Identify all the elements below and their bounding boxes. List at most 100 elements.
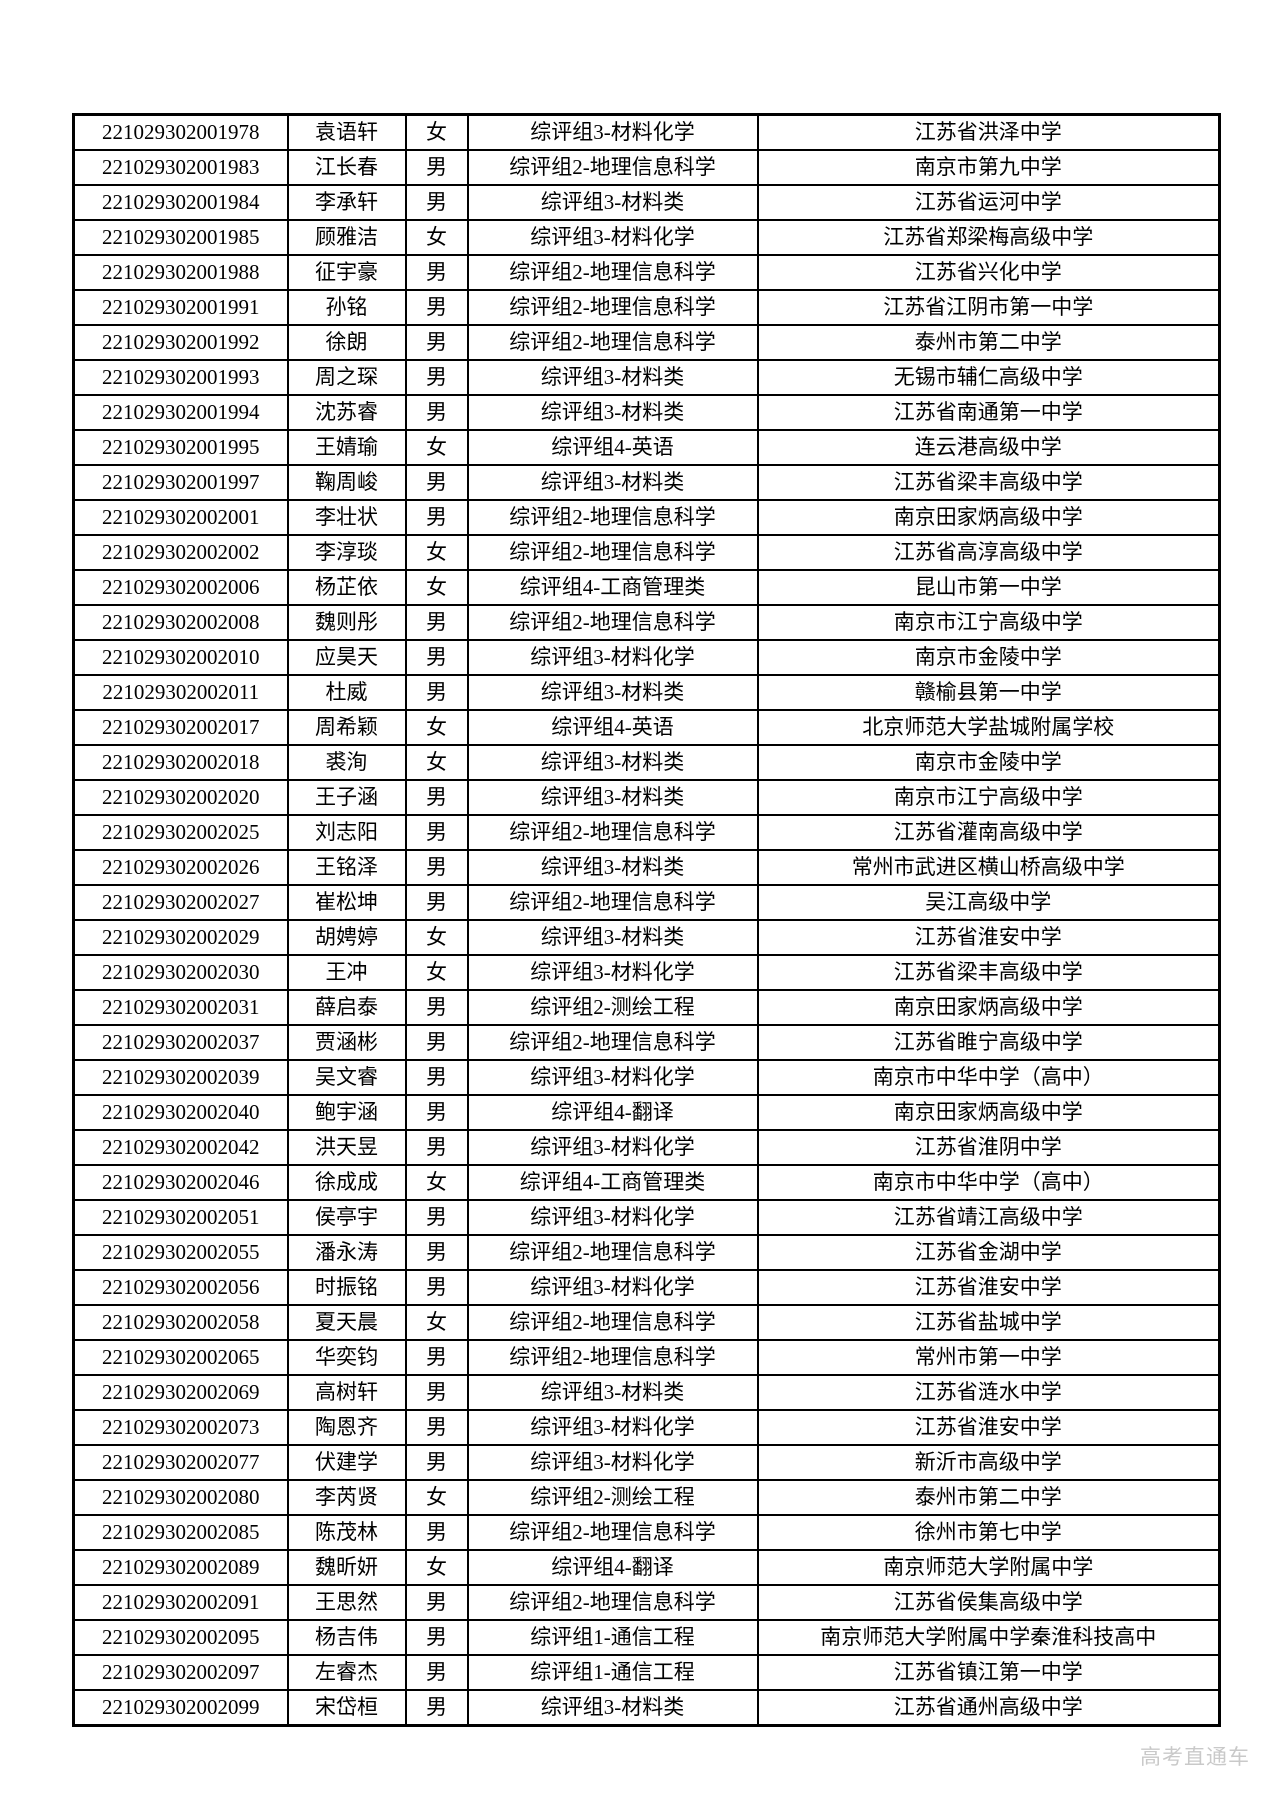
cell-name: 沈苏睿 xyxy=(286,394,407,431)
cell-gender: 女 xyxy=(404,1479,469,1516)
cell-gender: 男 xyxy=(404,1654,469,1691)
cell-name: 魏则彤 xyxy=(286,604,407,641)
cell-name: 魏昕妍 xyxy=(286,1549,407,1586)
cell-candidate-id: 221029302002069 xyxy=(72,1374,289,1411)
table-row: 221029302001985 顾雅洁女综评组3-材料化学 江苏省郑梁梅高级中学 xyxy=(72,219,1221,256)
cell-gender: 女 xyxy=(404,534,469,571)
cell-eval-group-major: 综评组2-地理信息科学 xyxy=(466,1339,759,1376)
cell-gender: 男 xyxy=(404,499,469,536)
cell-candidate-id: 221029302001992 xyxy=(72,324,289,361)
cell-gender: 男 xyxy=(404,1584,469,1621)
cell-candidate-id: 221029302002031 xyxy=(72,989,289,1026)
cell-candidate-id: 221029302002002 xyxy=(72,534,289,571)
cell-name: 薛启泰 xyxy=(286,989,407,1026)
cell-eval-group-major: 综评组3-材料类 xyxy=(466,359,759,396)
cell-eval-group-major: 综评组4-翻译 xyxy=(466,1094,759,1131)
cell-candidate-id: 221029302002073 xyxy=(72,1409,289,1446)
table-row: 221029302002058 夏天晨女综评组2-地理信息科学 江苏省盐城中学 xyxy=(72,1304,1221,1341)
cell-gender: 女 xyxy=(404,569,469,606)
cell-school: 常州市武进区横山桥高级中学 xyxy=(756,849,1221,886)
cell-candidate-id: 221029302001983 xyxy=(72,149,289,186)
cell-eval-group-major: 综评组2-地理信息科学 xyxy=(466,149,759,186)
cell-candidate-id: 221029302001994 xyxy=(72,394,289,431)
cell-gender: 男 xyxy=(404,884,469,921)
cell-eval-group-major: 综评组3-材料化学 xyxy=(466,1444,759,1481)
cell-name: 夏天晨 xyxy=(286,1304,407,1341)
cell-gender: 女 xyxy=(404,1549,469,1586)
cell-eval-group-major: 综评组2-地理信息科学 xyxy=(466,1514,759,1551)
cell-candidate-id: 221029302002080 xyxy=(72,1479,289,1516)
cell-school: 江苏省梁丰高级中学 xyxy=(756,954,1221,991)
cell-eval-group-major: 综评组3-材料类 xyxy=(466,1689,759,1727)
cell-gender: 男 xyxy=(404,254,469,291)
cell-candidate-id: 221029302001997 xyxy=(72,464,289,501)
cell-candidate-id: 221029302002046 xyxy=(72,1164,289,1201)
cell-candidate-id: 221029302002017 xyxy=(72,709,289,746)
cell-candidate-id: 221029302001984 xyxy=(72,184,289,221)
cell-name: 李芮贤 xyxy=(286,1479,407,1516)
cell-school: 江苏省淮安中学 xyxy=(756,1269,1221,1306)
cell-name: 华奕钧 xyxy=(286,1339,407,1376)
table-row: 221029302002029 胡娉婷女综评组3-材料类 江苏省淮安中学 xyxy=(72,919,1221,956)
cell-gender: 男 xyxy=(404,604,469,641)
table-row: 221029302002080 李芮贤女综评组2-测绘工程 泰州市第二中学 xyxy=(72,1479,1221,1516)
cell-candidate-id: 221029302002020 xyxy=(72,779,289,816)
cell-school: 江苏省侯集高级中学 xyxy=(756,1584,1221,1621)
cell-name: 周之琛 xyxy=(286,359,407,396)
table-row: 221029302001978 袁语轩女综评组3-材料化学 江苏省洪泽中学 xyxy=(72,113,1221,151)
cell-school: 吴江高级中学 xyxy=(756,884,1221,921)
cell-name: 鞠周峻 xyxy=(286,464,407,501)
cell-school: 南京田家炳高级中学 xyxy=(756,499,1221,536)
cell-candidate-id: 221029302002001 xyxy=(72,499,289,536)
cell-candidate-id: 221029302002010 xyxy=(72,639,289,676)
cell-name: 孙铭 xyxy=(286,289,407,326)
table-row: 221029302001983 江长春男综评组2-地理信息科学 南京市第九中学 xyxy=(72,149,1221,186)
cell-gender: 男 xyxy=(404,1339,469,1376)
cell-candidate-id: 221029302001985 xyxy=(72,219,289,256)
table-row: 221029302002010 应昊天男综评组3-材料化学 南京市金陵中学 xyxy=(72,639,1221,676)
cell-eval-group-major: 综评组3-材料类 xyxy=(466,464,759,501)
cell-school: 泰州市第二中学 xyxy=(756,324,1221,361)
table-row: 221029302001994 沈苏睿男综评组3-材料类 江苏省南通第一中学 xyxy=(72,394,1221,431)
cell-name: 周希颖 xyxy=(286,709,407,746)
cell-school: 江苏省高淳高级中学 xyxy=(756,534,1221,571)
cell-candidate-id: 221029302002037 xyxy=(72,1024,289,1061)
cell-gender: 男 xyxy=(404,1199,469,1236)
cell-school: 徐州市第七中学 xyxy=(756,1514,1221,1551)
table-row: 221029302002006 杨芷依女综评组4-工商管理类 昆山市第一中学 xyxy=(72,569,1221,606)
cell-eval-group-major: 综评组2-地理信息科学 xyxy=(466,604,759,641)
table-row: 221029302002026 王铭泽男综评组3-材料类 常州市武进区横山桥高级中学 xyxy=(72,849,1221,886)
cell-name: 侯亭宇 xyxy=(286,1199,407,1236)
table-row: 221029302002020 王子涵男综评组3-材料类 南京市江宁高级中学 xyxy=(72,779,1221,816)
cell-candidate-id: 221029302002091 xyxy=(72,1584,289,1621)
cell-name: 顾雅洁 xyxy=(286,219,407,256)
table-row: 221029302002097 左睿杰男综评组1-通信工程 江苏省镇江第一中学 xyxy=(72,1654,1221,1691)
table-row: 221029302001992 徐朗男综评组2-地理信息科学 泰州市第二中学 xyxy=(72,324,1221,361)
cell-name: 鲍宇涵 xyxy=(286,1094,407,1131)
cell-eval-group-major: 综评组2-地理信息科学 xyxy=(466,1234,759,1271)
cell-eval-group-major: 综评组3-材料化学 xyxy=(466,1409,759,1446)
cell-name: 贾涵彬 xyxy=(286,1024,407,1061)
table-row: 221029302002002 李淳琰女综评组2-地理信息科学 江苏省高淳高级中学 xyxy=(72,534,1221,571)
cell-candidate-id: 221029302001991 xyxy=(72,289,289,326)
cell-school: 南京师范大学附属中学 xyxy=(756,1549,1221,1586)
cell-name: 徐朗 xyxy=(286,324,407,361)
cell-eval-group-major: 综评组2-地理信息科学 xyxy=(466,324,759,361)
cell-eval-group-major: 综评组3-材料化学 xyxy=(466,113,759,151)
cell-school: 江苏省洪泽中学 xyxy=(756,113,1221,151)
cell-name: 高树轩 xyxy=(286,1374,407,1411)
table-row: 221029302001997 鞠周峻男综评组3-材料类 江苏省梁丰高级中学 xyxy=(72,464,1221,501)
cell-gender: 男 xyxy=(404,1619,469,1656)
table-row: 221029302002017 周希颖女综评组4-英语 北京师范大学盐城附属学校 xyxy=(72,709,1221,746)
cell-candidate-id: 221029302002095 xyxy=(72,1619,289,1656)
cell-eval-group-major: 综评组3-材料化学 xyxy=(466,219,759,256)
cell-gender: 男 xyxy=(404,1269,469,1306)
cell-eval-group-major: 综评组1-通信工程 xyxy=(466,1619,759,1656)
cell-eval-group-major: 综评组3-材料类 xyxy=(466,779,759,816)
cell-eval-group-major: 综评组2-地理信息科学 xyxy=(466,1304,759,1341)
table-row: 221029302002089 魏昕妍女综评组4-翻译 南京师范大学附属中学 xyxy=(72,1549,1221,1586)
cell-gender: 男 xyxy=(404,779,469,816)
cell-gender: 男 xyxy=(404,1234,469,1271)
cell-candidate-id: 221029302002099 xyxy=(72,1689,289,1727)
cell-name: 王婧瑜 xyxy=(286,429,407,466)
